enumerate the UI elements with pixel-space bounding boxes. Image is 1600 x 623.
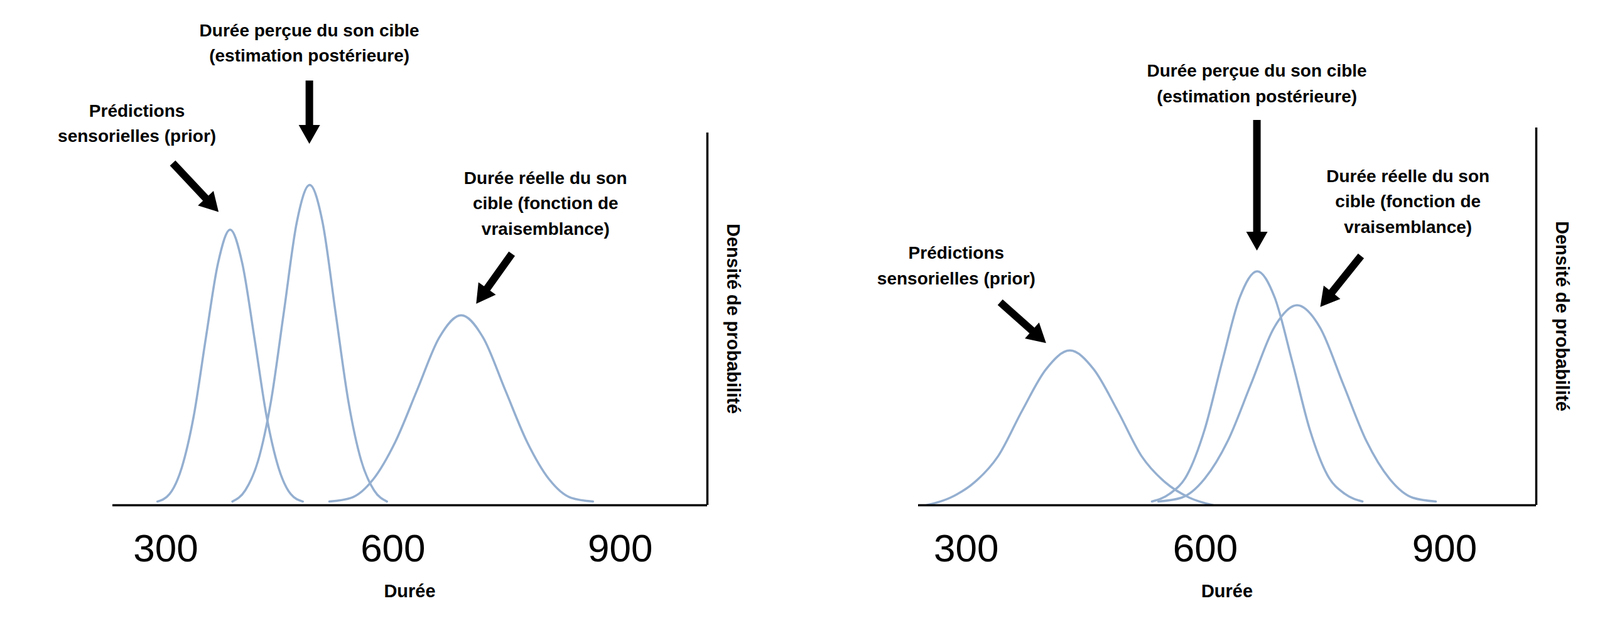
svg-text:Prédictionssensorielles (prior: Prédictionssensorielles (prior) — [57, 101, 217, 147]
svg-text:300: 300 — [133, 526, 198, 570]
svg-text:300: 300 — [933, 526, 999, 570]
svg-text:900: 900 — [1412, 526, 1477, 570]
svg-text:900: 900 — [587, 526, 653, 570]
svg-text:600: 600 — [1172, 526, 1238, 570]
svg-text:600: 600 — [360, 526, 426, 570]
svg-text:Durée perçue du son cible(esti: Durée perçue du son cible(estimation pos… — [199, 20, 420, 66]
svg-text:Densité de probabilité: Densité de probabilité — [1552, 221, 1573, 412]
svg-text:Durée réelle du soncible (fonc: Durée réelle du soncible (fonction devra… — [1326, 166, 1490, 237]
svg-text:Densité de probabilité: Densité de probabilité — [723, 223, 744, 414]
svg-text:Durée: Durée — [1201, 580, 1253, 601]
svg-text:Durée réelle du soncible (fonc: Durée réelle du soncible (fonction devra… — [464, 168, 628, 239]
svg-text:Prédictionssensorielles (prior: Prédictionssensorielles (prior) — [877, 243, 1036, 289]
svg-text:Durée perçue du son cible(esti: Durée perçue du son cible(estimation pos… — [1147, 60, 1368, 107]
svg-text:Durée: Durée — [383, 580, 436, 601]
